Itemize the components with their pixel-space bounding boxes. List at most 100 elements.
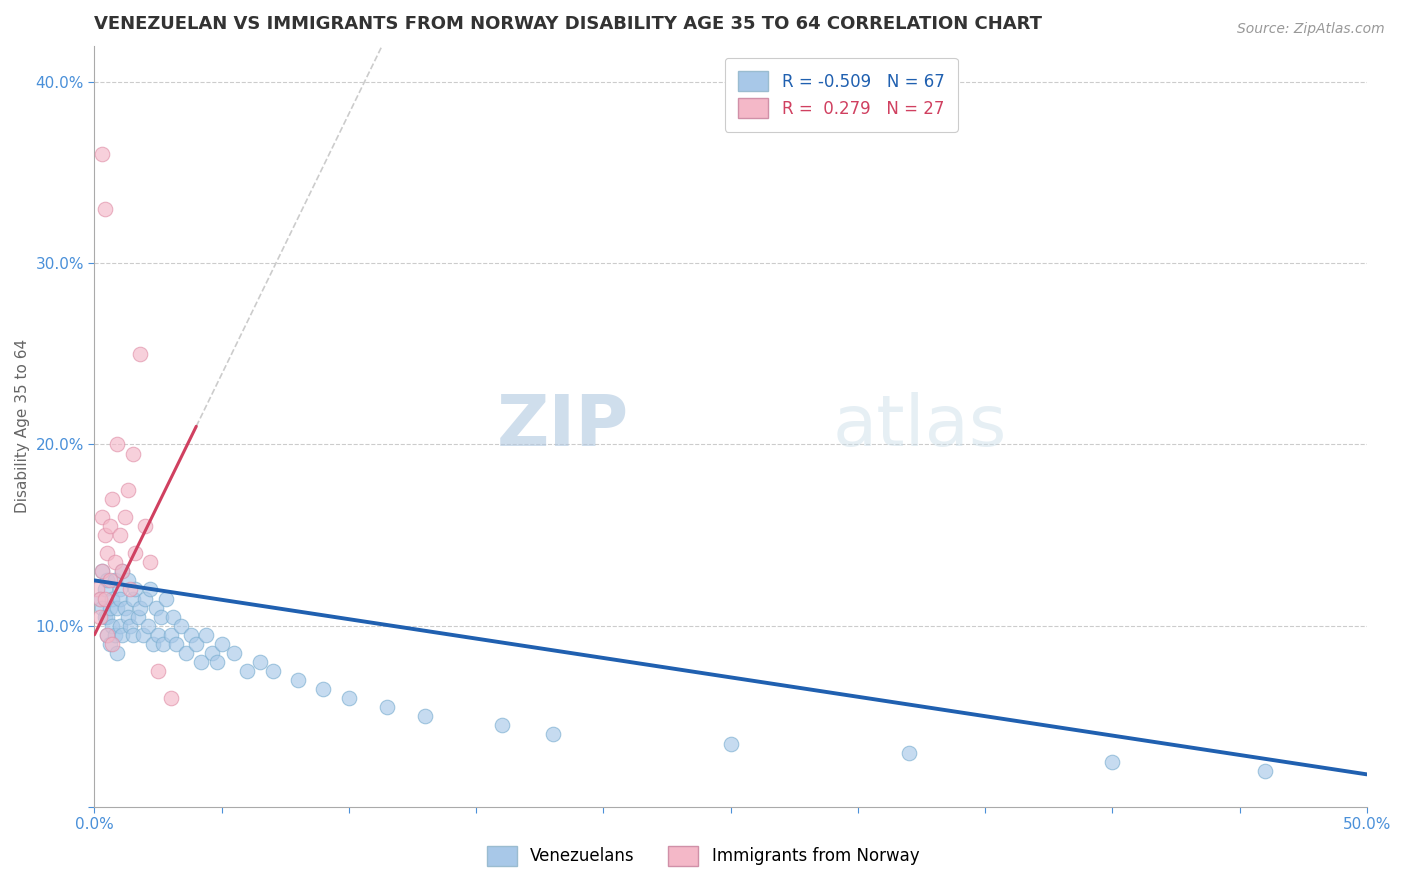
Point [162, 609, 184, 624]
Point [149, 609, 172, 624]
Point [105, 646, 128, 660]
Point [139, 582, 162, 597]
Point [89, 591, 111, 606]
Point [105, 437, 128, 451]
Point [195, 628, 218, 642]
Text: atlas: atlas [832, 392, 1007, 461]
Point [114, 510, 136, 524]
Point [129, 347, 152, 361]
Point [111, 565, 134, 579]
Point [93, 609, 115, 624]
Point [139, 555, 162, 569]
Point [249, 655, 271, 669]
Point [541, 727, 564, 741]
Point [117, 574, 139, 588]
Point [117, 609, 139, 624]
Point [186, 637, 208, 651]
Legend: R = -0.509   N = 67, R =  0.279   N = 27: R = -0.509 N = 67, R = 0.279 N = 27 [725, 58, 957, 132]
Text: ZIP: ZIP [496, 392, 628, 461]
Point [93, 202, 115, 216]
Point [165, 637, 187, 651]
Point [262, 664, 284, 678]
Point [117, 483, 139, 497]
Point [312, 682, 335, 697]
Point [91, 565, 114, 579]
Point [120, 582, 142, 597]
Point [91, 600, 114, 615]
Point [200, 646, 222, 660]
Point [111, 565, 134, 579]
Point [98, 637, 121, 651]
Point [136, 618, 159, 632]
Point [91, 510, 114, 524]
Point [897, 746, 920, 760]
Point [170, 618, 193, 632]
Point [89, 609, 111, 624]
Point [96, 574, 118, 588]
Point [98, 600, 121, 615]
Point [413, 709, 436, 723]
Point [134, 591, 156, 606]
Point [146, 628, 169, 642]
Point [104, 628, 127, 642]
Point [96, 628, 118, 642]
Point [205, 655, 228, 669]
Point [91, 565, 114, 579]
Point [101, 618, 124, 632]
Point [93, 582, 115, 597]
Point [96, 628, 118, 642]
Point [101, 591, 124, 606]
Point [121, 446, 143, 460]
Point [93, 591, 115, 606]
Point [211, 637, 233, 651]
Point [129, 600, 152, 615]
Point [287, 673, 309, 687]
Point [114, 600, 136, 615]
Point [86, 582, 108, 597]
Point [491, 718, 513, 732]
Point [108, 528, 131, 542]
Point [96, 609, 118, 624]
Point [108, 582, 131, 597]
Point [142, 637, 165, 651]
Point [132, 628, 155, 642]
Point [152, 637, 174, 651]
Point [145, 600, 167, 615]
Point [155, 591, 177, 606]
Point [159, 691, 181, 706]
Point [98, 519, 121, 533]
Point [120, 618, 142, 632]
Point [91, 147, 114, 161]
Point [720, 737, 742, 751]
Point [96, 546, 118, 560]
Text: VENEZUELAN VS IMMIGRANTS FROM NORWAY DISABILITY AGE 35 TO 64 CORRELATION CHART: VENEZUELAN VS IMMIGRANTS FROM NORWAY DIS… [94, 15, 1042, 33]
Point [127, 609, 149, 624]
Point [108, 618, 131, 632]
Point [174, 646, 197, 660]
Point [98, 574, 121, 588]
Point [101, 637, 124, 651]
Point [1101, 755, 1123, 769]
Text: Source: ZipAtlas.com: Source: ZipAtlas.com [1237, 22, 1385, 37]
Y-axis label: Disability Age 35 to 64: Disability Age 35 to 64 [15, 339, 30, 514]
Point [190, 655, 212, 669]
Point [375, 700, 398, 714]
Point [121, 628, 143, 642]
Point [224, 646, 246, 660]
Point [101, 491, 124, 506]
Point [104, 574, 127, 588]
Point [124, 546, 146, 560]
Point [105, 600, 128, 615]
Point [180, 628, 202, 642]
Point [337, 691, 360, 706]
Point [159, 628, 181, 642]
Point [134, 519, 156, 533]
Point [1254, 764, 1277, 778]
Point [121, 591, 143, 606]
Point [108, 591, 131, 606]
Point [111, 628, 134, 642]
Point [146, 664, 169, 678]
Legend: Venezuelans, Immigrants from Norway: Venezuelans, Immigrants from Norway [474, 832, 932, 880]
Point [104, 555, 127, 569]
Point [124, 582, 146, 597]
